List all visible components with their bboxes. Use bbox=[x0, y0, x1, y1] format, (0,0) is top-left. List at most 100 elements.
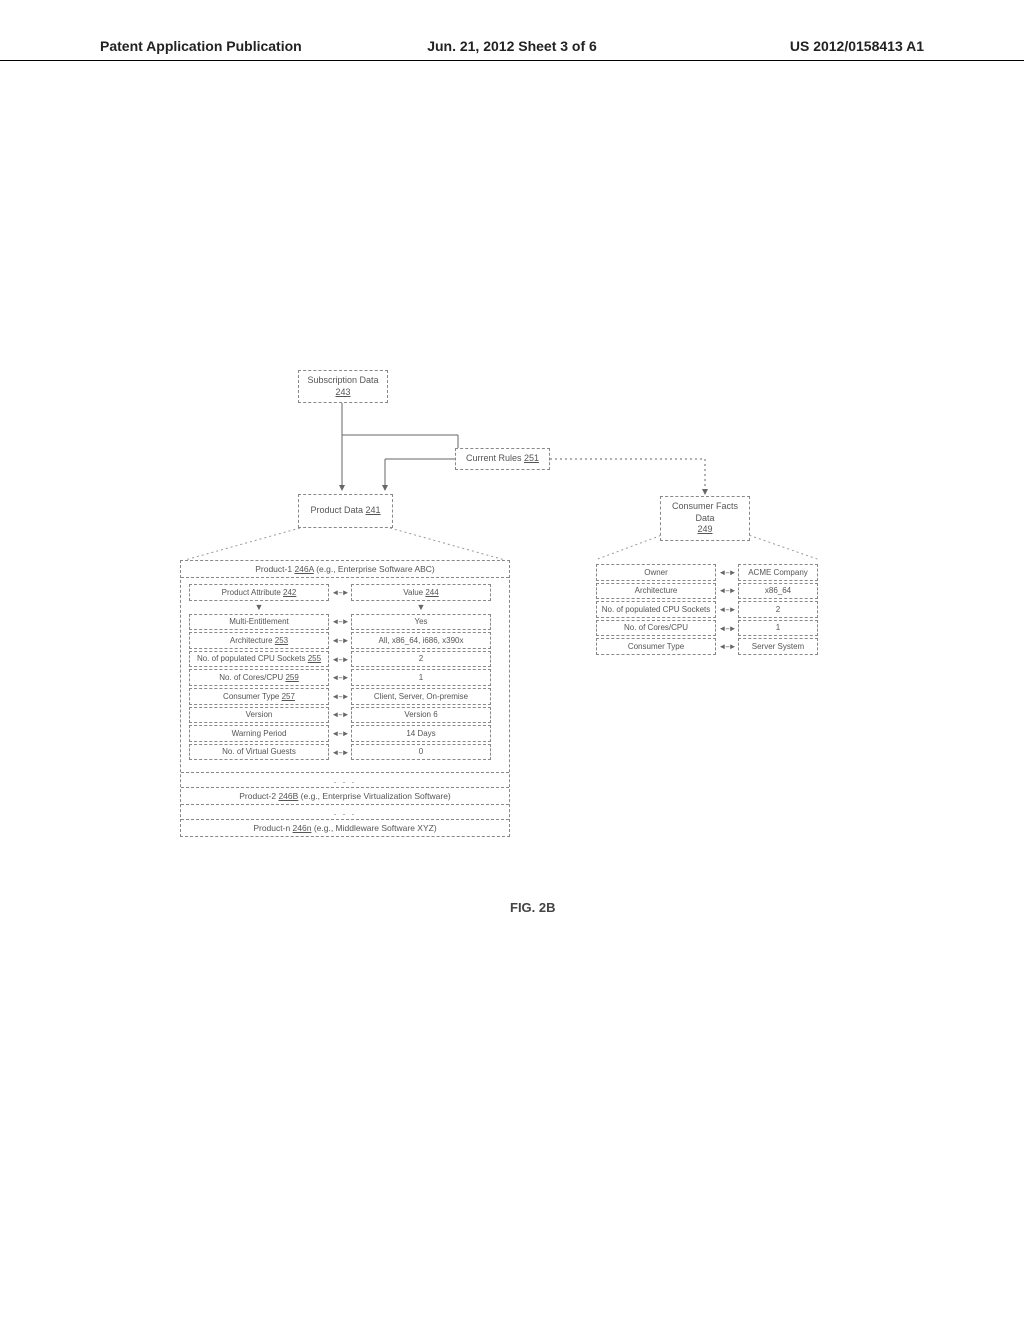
diagram-canvas: Subscription Data 243 Current Rules 251 … bbox=[150, 360, 930, 940]
header-left: Patent Application Publication bbox=[100, 38, 397, 54]
bidir-icon: ◄--► bbox=[329, 655, 351, 664]
val-cell: 1 bbox=[351, 669, 491, 686]
val-cell: 14 Days bbox=[351, 725, 491, 742]
product-1-ref: 246A bbox=[294, 564, 313, 574]
subscription-ref: 243 bbox=[335, 387, 350, 397]
attr-cell: No. of Cores/CPU bbox=[596, 620, 716, 637]
table-row: No. of populated CPU Sockets 255 ◄--► 2 bbox=[189, 651, 501, 668]
table-row: Version ◄--► Version 6 bbox=[189, 707, 501, 724]
bidir-icon: ◄--► bbox=[329, 692, 351, 701]
bidir-icon: ◄--► bbox=[329, 636, 351, 645]
attr-cell: No. of populated CPU Sockets bbox=[596, 601, 716, 618]
attr-ref: 259 bbox=[285, 673, 298, 682]
bidir-icon: ◄--► bbox=[329, 588, 351, 597]
product-header-val-text: Value bbox=[403, 588, 425, 597]
consumer-table-body: Owner ◄--► ACME Company Architecture ◄--… bbox=[590, 560, 830, 661]
ellipsis: . . . bbox=[181, 772, 509, 787]
table-row: No. of Virtual Guests ◄--► 0 bbox=[189, 744, 501, 761]
figure-label: FIG. 2B bbox=[510, 900, 556, 915]
product-1-title: Product-1 246A (e.g., Enterprise Softwar… bbox=[181, 561, 509, 578]
attr-text: No. of populated CPU Sockets bbox=[197, 654, 308, 663]
table-row: No. of Cores/CPU 259 ◄--► 1 bbox=[189, 669, 501, 686]
bidir-icon: ◄--► bbox=[716, 642, 738, 651]
val-cell: Version 6 bbox=[351, 707, 491, 724]
val-cell: ACME Company bbox=[738, 564, 818, 581]
header-center: Jun. 21, 2012 Sheet 3 of 6 bbox=[397, 38, 627, 54]
bidir-icon: ◄--► bbox=[716, 568, 738, 577]
ellipsis: . . . bbox=[181, 804, 509, 819]
chevron-down-icon: ▼ bbox=[351, 603, 491, 612]
product-2-prefix: Product-2 bbox=[239, 791, 278, 801]
sub-arrow-row: ▼ ▼ bbox=[189, 603, 501, 612]
node-subscription-data: Subscription Data 243 bbox=[298, 370, 388, 403]
product-n-row: Product-n 246n (e.g., Middleware Softwar… bbox=[181, 819, 509, 836]
consumer-facts-table: Owner ◄--► ACME Company Architecture ◄--… bbox=[590, 560, 830, 661]
subscription-label: Subscription Data bbox=[307, 375, 378, 385]
product-header-row: Product Attribute 242 ◄--► Value 244 bbox=[189, 584, 501, 601]
val-cell: Yes bbox=[351, 614, 491, 631]
attr-ref: 253 bbox=[275, 636, 288, 645]
product-header-attr-ref: 242 bbox=[283, 588, 296, 597]
product-header-val: Value 244 bbox=[351, 584, 491, 601]
table-row: Owner ◄--► ACME Company bbox=[596, 564, 824, 581]
consumer-label: Consumer Facts Data bbox=[672, 501, 738, 523]
page-header: Patent Application Publication Jun. 21, … bbox=[0, 38, 1024, 61]
product-n-ref: 246n bbox=[293, 823, 312, 833]
rules-label: Current Rules bbox=[466, 453, 522, 463]
table-row: No. of populated CPU Sockets ◄--► 2 bbox=[596, 601, 824, 618]
attr-text: Multi-Entitlement bbox=[229, 617, 289, 626]
chevron-down-icon: ▼ bbox=[189, 603, 329, 612]
val-cell: Server System bbox=[738, 638, 818, 655]
bidir-icon: ◄--► bbox=[716, 605, 738, 614]
bidir-icon: ◄--► bbox=[329, 673, 351, 682]
product-ref: 241 bbox=[366, 505, 381, 515]
val-cell: x86_64 bbox=[738, 583, 818, 600]
table-row: Warning Period ◄--► 14 Days bbox=[189, 725, 501, 742]
attr-cell: No. of Cores/CPU 259 bbox=[189, 669, 329, 686]
node-product-data: Product Data 241 bbox=[298, 494, 393, 528]
attr-cell: Owner bbox=[596, 564, 716, 581]
node-consumer-facts: Consumer Facts Data 249 bbox=[660, 496, 750, 541]
table-row: Architecture 253 ◄--► All, x86_64, i686,… bbox=[189, 632, 501, 649]
bidir-icon: ◄--► bbox=[329, 729, 351, 738]
product-1-prefix: Product-1 bbox=[255, 564, 294, 574]
val-cell: 0 bbox=[351, 744, 491, 761]
attr-cell: No. of populated CPU Sockets 255 bbox=[189, 651, 329, 668]
header-right: US 2012/0158413 A1 bbox=[627, 38, 924, 54]
val-cell: 1 bbox=[738, 620, 818, 637]
product-header-val-ref: 244 bbox=[425, 588, 438, 597]
attr-cell: Architecture 253 bbox=[189, 632, 329, 649]
attr-cell: Warning Period bbox=[189, 725, 329, 742]
bidir-icon: ◄--► bbox=[329, 617, 351, 626]
val-cell: 2 bbox=[738, 601, 818, 618]
attr-cell: Multi-Entitlement bbox=[189, 614, 329, 631]
attr-text: Architecture bbox=[230, 636, 275, 645]
table-row: Consumer Type ◄--► Server System bbox=[596, 638, 824, 655]
attr-text: Consumer Type bbox=[223, 692, 282, 701]
consumer-ref: 249 bbox=[697, 524, 712, 534]
attr-cell: Architecture bbox=[596, 583, 716, 600]
val-cell: 2 bbox=[351, 651, 491, 668]
table-row: No. of Cores/CPU ◄--► 1 bbox=[596, 620, 824, 637]
bidir-icon: ◄--► bbox=[329, 748, 351, 757]
table-row: Consumer Type 257 ◄--► Client, Server, O… bbox=[189, 688, 501, 705]
product-2-suffix: (e.g., Enterprise Virtualization Softwar… bbox=[298, 791, 450, 801]
attr-cell: No. of Virtual Guests bbox=[189, 744, 329, 761]
val-cell: Client, Server, On-premise bbox=[351, 688, 491, 705]
product-n-suffix: (e.g., Middleware Software XYZ) bbox=[311, 823, 436, 833]
attr-cell: Consumer Type 257 bbox=[189, 688, 329, 705]
product-table-body: Product Attribute 242 ◄--► Value 244 ▼ ▼… bbox=[181, 578, 509, 772]
attr-cell: Version bbox=[189, 707, 329, 724]
rules-ref: 251 bbox=[524, 453, 539, 463]
node-current-rules: Current Rules 251 bbox=[455, 448, 550, 470]
attr-ref: 255 bbox=[308, 654, 321, 663]
val-cell: All, x86_64, i686, x390x bbox=[351, 632, 491, 649]
attr-text: No. of Cores/CPU bbox=[219, 673, 285, 682]
bidir-icon: ◄--► bbox=[716, 586, 738, 595]
table-row: Architecture ◄--► x86_64 bbox=[596, 583, 824, 600]
product-n-prefix: Product-n bbox=[253, 823, 292, 833]
bidir-icon: ◄--► bbox=[716, 624, 738, 633]
product-1-suffix: (e.g., Enterprise Software ABC) bbox=[314, 564, 435, 574]
attr-ref: 257 bbox=[282, 692, 295, 701]
table-row: Multi-Entitlement ◄--► Yes bbox=[189, 614, 501, 631]
